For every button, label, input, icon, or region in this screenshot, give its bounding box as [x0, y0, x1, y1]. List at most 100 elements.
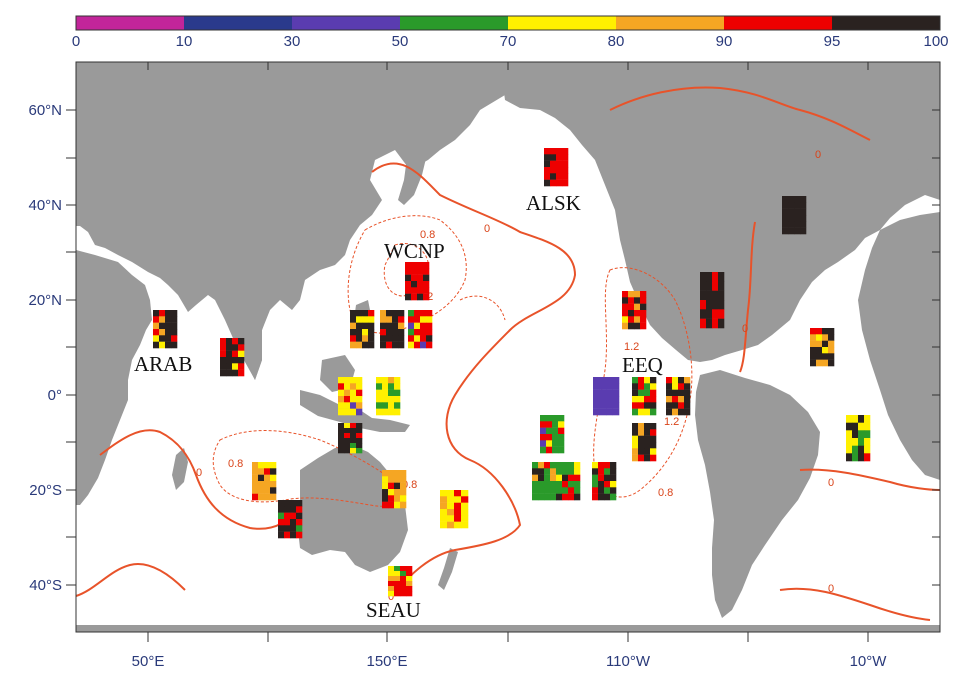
landmass-japan: [398, 140, 428, 205]
region-box-cell: [650, 402, 657, 409]
region-box-cell: [558, 415, 565, 422]
region-box-cell: [794, 208, 801, 216]
colorbar-tick: 0: [72, 33, 80, 50]
region-box-cell: [846, 422, 853, 431]
region-box-cell: [264, 481, 271, 488]
region-box-cell: [864, 438, 871, 446]
region-box-cell: [400, 501, 407, 509]
region-box-cell: [406, 581, 413, 587]
region-box: [782, 196, 807, 235]
region-box-cell: [338, 428, 345, 434]
region-box: [810, 328, 835, 367]
region-box-cell: [632, 383, 639, 390]
region-box-cell: [644, 454, 651, 462]
region-box-cell: [540, 421, 547, 428]
region-box-cell: [258, 462, 265, 469]
contour-zero: [799, 468, 941, 491]
region-box-cell: [400, 591, 407, 597]
region-box-cell: [550, 474, 557, 482]
region-box-cell: [344, 448, 351, 454]
region-box-cell: [338, 448, 345, 454]
region-box-cell: [338, 438, 345, 444]
region-box: [405, 262, 430, 301]
region-box-cell: [440, 496, 448, 503]
region-box-cell: [350, 443, 357, 449]
region-box-cell: [220, 357, 227, 364]
region-box-cell: [232, 363, 239, 370]
region-box-cell: [592, 487, 599, 494]
region-box-cell: [368, 316, 375, 323]
region-box-cell: [846, 438, 853, 446]
region-box-cell: [264, 462, 271, 469]
region-box-cell: [392, 316, 399, 323]
region-box-cell: [414, 335, 421, 342]
region-box-cell: [426, 335, 433, 342]
region-box-cell: [712, 300, 719, 310]
region-box-cell: [400, 566, 407, 572]
region-box-cell: [362, 341, 369, 349]
region-box-cell: [644, 402, 651, 409]
region-box-cell: [712, 318, 719, 329]
region-box-cell: [380, 310, 387, 317]
lat-label: 40°N: [28, 197, 62, 214]
lon-label: 110°W: [606, 653, 651, 670]
region-box-cell: [562, 481, 569, 488]
region-box-cell: [350, 341, 357, 349]
region-box-cell: [350, 329, 357, 336]
region-box-cell: [546, 440, 553, 447]
region-box-cell: [632, 423, 639, 430]
contour-label: 1.2: [624, 341, 639, 353]
region-box: [278, 500, 303, 539]
region-box-cell: [388, 389, 395, 397]
region-box-cell: [552, 446, 559, 454]
region-box-cell: [284, 531, 291, 539]
region-box-cell: [426, 341, 433, 349]
region-box-cell: [816, 340, 823, 348]
region-box-cell: [593, 408, 600, 416]
region-box-cell: [461, 490, 469, 497]
region-box-cell: [640, 297, 647, 304]
region-box-cell: [382, 470, 389, 477]
region-box-cell: [546, 434, 553, 441]
region-box-cell: [386, 335, 393, 342]
region-box-cell: [376, 377, 383, 384]
region-box-cell: [420, 335, 427, 342]
region-box: [338, 423, 363, 454]
region-box-cell: [640, 322, 647, 330]
region-box-cell: [344, 396, 351, 403]
region-box-cell: [290, 531, 297, 539]
region-box-cell: [232, 369, 239, 377]
region-box-cell: [684, 402, 691, 409]
region-box-cell: [562, 468, 569, 475]
contour-label: 0: [484, 223, 490, 235]
region-box-cell: [405, 262, 412, 269]
region-box: [408, 310, 433, 349]
region-box-cell: [800, 202, 807, 209]
region-box-cell: [238, 369, 245, 377]
region-box-cell: [678, 396, 685, 403]
region-box-cell: [634, 322, 641, 330]
contour-zero: [739, 221, 756, 373]
region-box-cell: [290, 506, 297, 513]
region-box-cell: [822, 359, 829, 367]
region-box-cell: [368, 310, 375, 317]
region-box: [376, 377, 401, 416]
region-box-cell: [568, 481, 575, 488]
region-box-cell: [858, 430, 865, 439]
region-box-cell: [454, 521, 462, 529]
region-box-cell: [394, 389, 401, 397]
region-box-cell: [644, 442, 651, 449]
region-box-cell: [700, 309, 707, 319]
region-box-cell: [405, 268, 412, 275]
region-box-cell: [632, 396, 639, 403]
lon-label: 10°W: [850, 653, 888, 670]
region-box-cell: [612, 396, 620, 403]
region-box-cell: [558, 440, 565, 447]
region-box-cell: [562, 173, 569, 180]
region-box-cell: [644, 389, 651, 397]
region-box-cell: [232, 344, 239, 351]
region-box-cell: [388, 482, 395, 490]
region-box-cell: [546, 415, 553, 422]
region-box-cell: [454, 515, 462, 522]
region-box-cell: [864, 453, 871, 462]
